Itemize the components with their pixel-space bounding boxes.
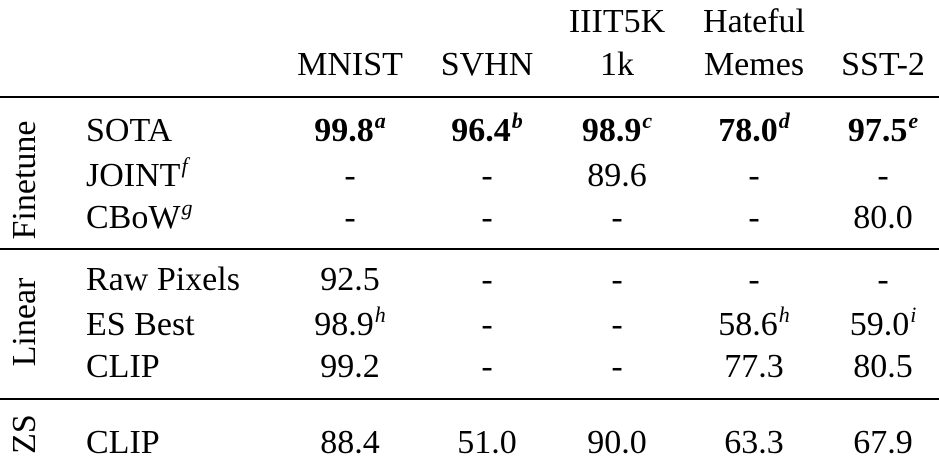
cell-cbow-hateful: -	[748, 199, 760, 236]
cell-clip-linear-svhn: -	[481, 348, 493, 385]
cell-joint-iiit5k: 89.6	[587, 157, 647, 194]
cell-sota-svhn: 96.4b	[451, 108, 523, 149]
cell-joint-mnist: -	[344, 157, 356, 194]
row-label-joint: JOINTf	[86, 153, 188, 194]
cell-cbow-svhn: -	[481, 199, 493, 236]
cell-raw-svhn: -	[481, 261, 493, 298]
cell-clip-zs-hateful: 63.3	[724, 424, 784, 461]
cell-joint-sst2: -	[877, 157, 889, 194]
header-hateful-line2: Memes	[703, 46, 805, 83]
cell-joint-svhn: -	[481, 157, 493, 194]
header-mnist: MNIST	[297, 46, 403, 83]
row-label-sota: SOTA	[86, 112, 173, 149]
header-hateful-line1: Hateful	[703, 3, 805, 40]
group-label-zs: ZS	[6, 414, 43, 454]
group-label-finetune: Finetune	[6, 120, 43, 240]
cell-raw-mnist: 92.5	[320, 261, 380, 298]
header-svhn: SVHN	[440, 46, 534, 83]
group-label-linear: Linear	[6, 277, 43, 367]
cell-sota-mnist: 99.8a	[314, 108, 386, 149]
cell-clip-linear-sst2: 80.5	[853, 348, 913, 385]
row-label-es-best: ES Best	[86, 306, 195, 343]
cell-clip-zs-svhn: 51.0	[457, 424, 517, 461]
cell-clip-zs-sst2: 67.9	[853, 424, 913, 461]
cell-cbow-mnist: -	[344, 199, 356, 236]
cell-clip-zs-iiit5k: 90.0	[587, 424, 647, 461]
cell-es-mnist: 98.9h	[314, 302, 386, 343]
row-label-clip-zs: CLIP	[86, 424, 160, 461]
cell-es-iiit5k: -	[611, 306, 623, 343]
cell-raw-iiit5k: -	[611, 261, 623, 298]
cell-sota-iiit5k: 98.9c	[581, 108, 653, 149]
cell-es-svhn: -	[481, 306, 493, 343]
cell-es-sst2: 59.0i	[849, 302, 917, 343]
header-sst2: SST-2	[841, 46, 925, 83]
cell-raw-sst2: -	[877, 261, 889, 298]
header-iiit5k-line2: 1k	[600, 46, 634, 83]
cell-clip-linear-iiit5k: -	[611, 348, 623, 385]
cell-clip-linear-mnist: 99.2	[320, 348, 380, 385]
row-label-clip-linear: CLIP	[86, 348, 160, 385]
cell-raw-hateful: -	[748, 261, 760, 298]
cell-cbow-sst2: 80.0	[853, 199, 913, 236]
cell-sota-hateful: 78.0d	[718, 108, 790, 149]
row-label-raw-pixels: Raw Pixels	[86, 261, 240, 298]
header-rule	[0, 96, 939, 98]
cell-es-hateful: 58.6h	[718, 302, 790, 343]
row-label-cbow: CBoWg	[86, 195, 193, 236]
cell-sota-sst2: 97.5e	[847, 108, 919, 149]
finetune-rule	[0, 248, 939, 250]
cell-clip-zs-mnist: 88.4	[320, 424, 380, 461]
header-iiit5k-line1: IIIT5K	[568, 3, 666, 40]
cell-cbow-iiit5k: -	[611, 199, 623, 236]
linear-rule	[0, 398, 939, 400]
cell-joint-hateful: -	[748, 157, 760, 194]
cell-clip-linear-hateful: 77.3	[724, 348, 784, 385]
